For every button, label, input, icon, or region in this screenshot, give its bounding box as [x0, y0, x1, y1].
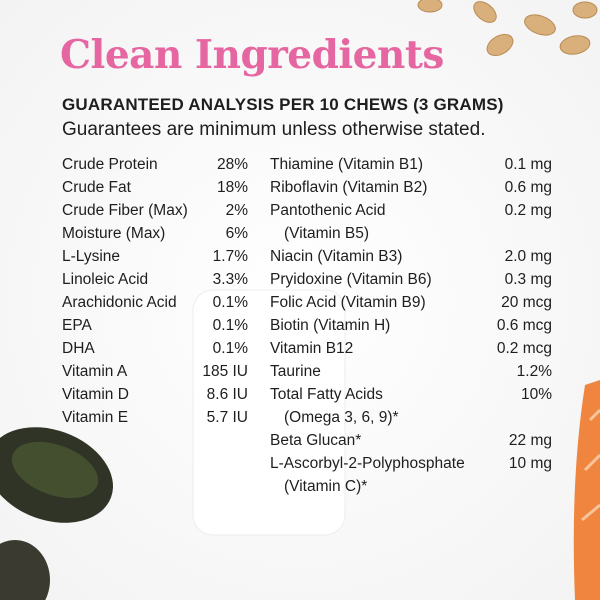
ingredient-value: 0.3 mg — [504, 271, 552, 288]
ingredient-value: 0.2 mg — [504, 202, 552, 219]
mussel — [0, 427, 113, 600]
ingredient-value: 20 mcg — [501, 294, 552, 311]
ingredient-name: L-Lysine — [62, 248, 121, 265]
ingredient-name: Biotin (Vitamin H) — [270, 317, 391, 334]
ingredient-name: Pryidoxine (Vitamin B6) — [270, 271, 432, 288]
ingredient-value: 8.6 IU — [206, 386, 248, 403]
ingredient-name: Crude Fiber (Max) — [62, 202, 188, 219]
ingredient-value: 10% — [520, 386, 552, 403]
ingredient-name: Vitamin D — [62, 386, 129, 403]
ingredient-value: 0.1% — [212, 294, 248, 311]
ingredient-name: Niacin (Vitamin B3) — [270, 248, 403, 265]
heading: GUARANTEED ANALYSIS PER 10 CHEWS (3 GRAM… — [62, 95, 504, 114]
ingredient-name: (Omega 3, 6, 9)* — [284, 409, 399, 426]
ingredient-value: 5.7 IU — [206, 409, 248, 426]
ingredient-value: 28% — [216, 156, 248, 173]
ingredient-value: 0.2 mcg — [496, 340, 552, 357]
ingredient-value: 3.3% — [212, 271, 248, 288]
ingredient-value: 1.2% — [516, 363, 552, 380]
ingredient-name: Folic Acid (Vitamin B9) — [270, 294, 426, 311]
ingredient-name: Linoleic Acid — [62, 271, 149, 288]
ingredient-name: EPA — [62, 317, 92, 334]
ingredient-value: 22 mg — [508, 432, 552, 449]
ingredient-value: 185 IU — [202, 363, 248, 380]
oats — [417, 0, 598, 56]
ingredient-name: Vitamin A — [62, 363, 128, 380]
ingredient-name: Vitamin E — [62, 409, 129, 426]
ingredient-name: Beta Glucan* — [270, 432, 362, 449]
ingredient-value: 6% — [225, 225, 248, 242]
ingredient-name: Riboflavin (Vitamin B2) — [270, 179, 428, 196]
ingredient-value: 1.7% — [212, 248, 248, 265]
ingredient-value: 0.1 mg — [504, 156, 552, 173]
ingredient-name: L-Ascorbyl-2-Polyphosphate — [270, 455, 465, 472]
ingredient-name: Moisture (Max) — [62, 225, 166, 242]
ingredient-name: Taurine — [270, 363, 321, 380]
ingredient-name: Thiamine (Vitamin B1) — [270, 156, 424, 173]
ingredient-value: 0.1% — [212, 340, 248, 357]
ingredient-value: 18% — [216, 179, 248, 196]
title: Clean Ingredients — [60, 32, 444, 78]
subtitle: Guarantees are minimum unless otherwise … — [62, 119, 486, 140]
ingredient-name: DHA — [62, 340, 95, 357]
ingredient-value: 0.1% — [212, 317, 248, 334]
ingredient-name: Vitamin B12 — [270, 340, 354, 357]
ingredient-name: Crude Fat — [62, 179, 131, 196]
bottle — [192, 289, 346, 536]
ingredient-name: Arachidonic Acid — [62, 294, 177, 311]
ingredient-value: 2.0 mg — [504, 248, 552, 265]
ingredient-name: Crude Protein — [62, 156, 158, 173]
ingredient-value: 2% — [225, 202, 248, 219]
ingredient-value: 10 mg — [508, 455, 552, 472]
ingredient-name: (Vitamin C)* — [284, 478, 368, 495]
ingredient-name: Pantothenic Acid — [270, 202, 386, 219]
ingredient-value: 0.6 mg — [504, 179, 552, 196]
ingredient-value: 0.6 mcg — [496, 317, 552, 334]
ingredient-name: Total Fatty Acids — [270, 386, 383, 403]
salmon — [573, 380, 600, 600]
ingredient-name: (Vitamin B5) — [284, 225, 369, 242]
